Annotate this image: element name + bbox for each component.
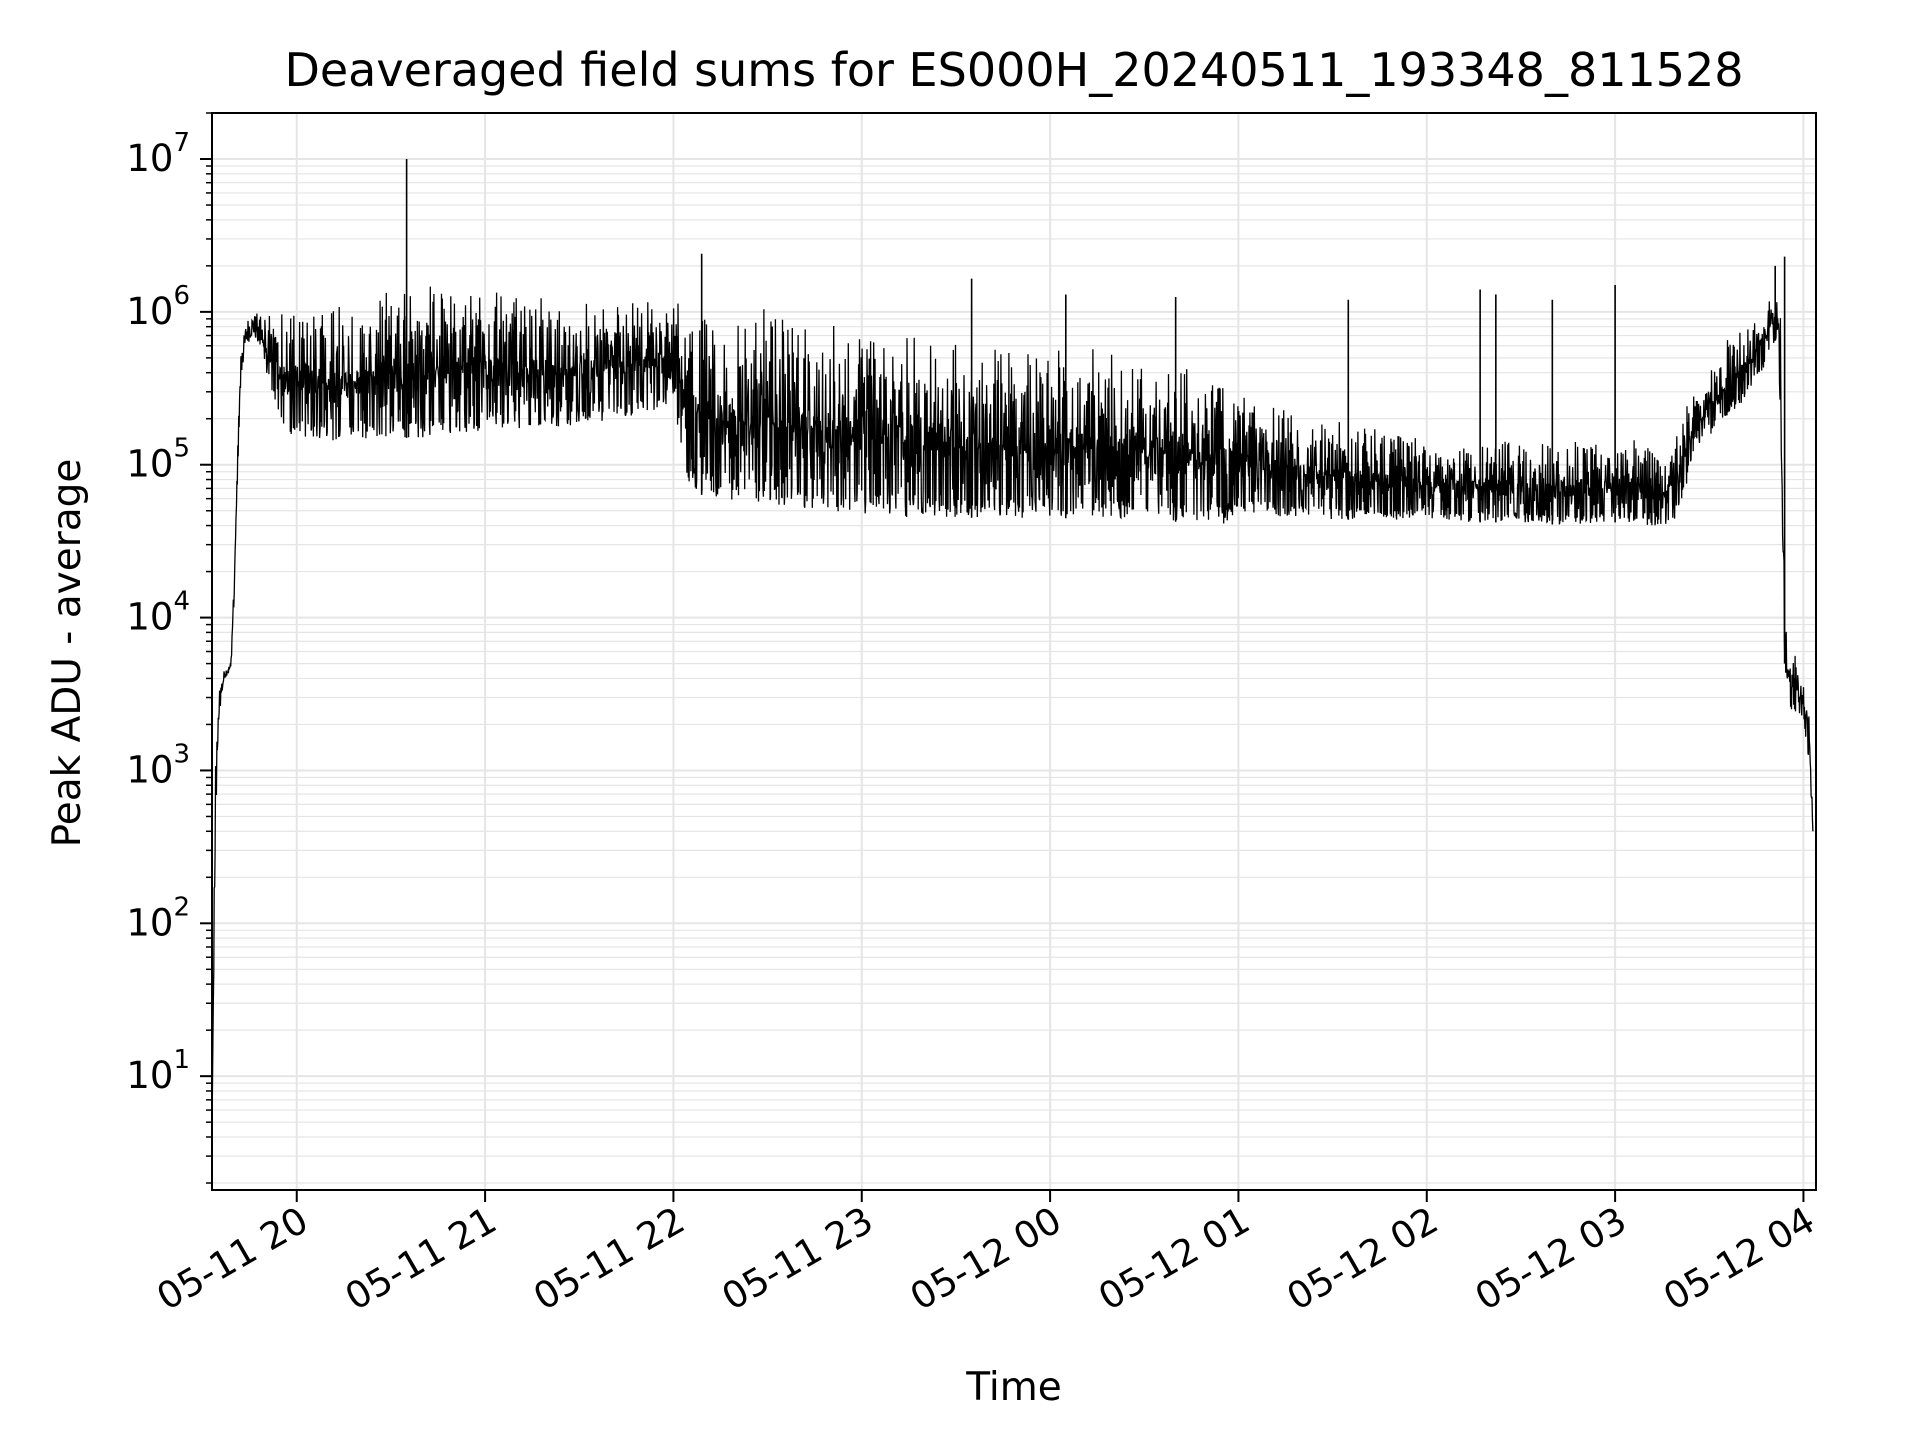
y-tick-label: 107 [126, 128, 190, 180]
y-tick-label: 106 [126, 281, 190, 333]
y-tick-label: 102 [126, 892, 190, 944]
y-tick-label: 105 [126, 434, 190, 486]
x-axis-label: Time [965, 1365, 1061, 1410]
series-line [211, 286, 1814, 1138]
y-tick-label: 103 [126, 739, 190, 791]
chart-title: Deaveraged field sums for ES000H_2024051… [284, 43, 1743, 97]
y-axis-label: Peak ADU - average [45, 459, 90, 848]
y-tick-label: 104 [126, 587, 190, 639]
plot-data [211, 159, 1814, 1138]
y-tick-label: 101 [126, 1045, 190, 1097]
